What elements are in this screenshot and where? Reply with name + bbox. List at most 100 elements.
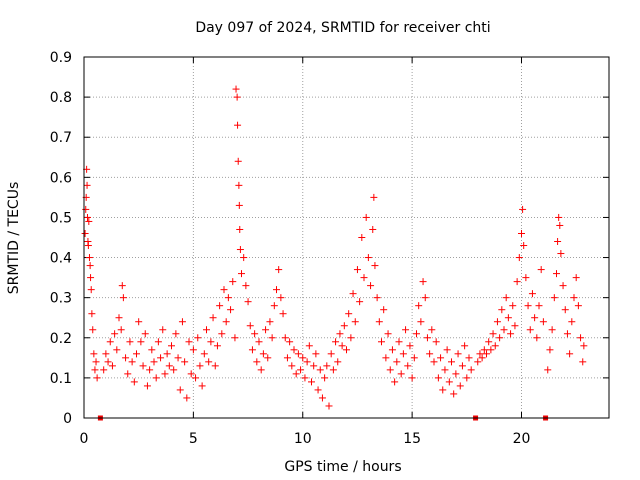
- data-point: [419, 278, 427, 286]
- data-point: [286, 338, 294, 346]
- data-point: [384, 330, 392, 338]
- data-point: [509, 302, 517, 310]
- data-point: [458, 362, 466, 370]
- axis-ticks: 0 0.1 0.2 0.3 0.4 0.5 0.6 0.7 0.8 0.9 0 5 10 15 20: [50, 50, 609, 447]
- data-point: [150, 358, 158, 366]
- data-point: [119, 294, 127, 302]
- data-point: [305, 342, 313, 350]
- y-tick-label: 0.8: [50, 90, 72, 106]
- data-point: [137, 338, 145, 346]
- data-point: [336, 330, 344, 338]
- data-point: [415, 302, 423, 310]
- data-point: [316, 366, 324, 374]
- data-point: [170, 366, 178, 374]
- data-point: [102, 350, 110, 358]
- data-point: [229, 278, 237, 286]
- data-point: [273, 286, 280, 294]
- data-point: [323, 362, 331, 370]
- data-point: [220, 286, 228, 294]
- data-point: [553, 270, 560, 278]
- data-point: [152, 374, 160, 382]
- data-point: [86, 262, 94, 270]
- data-point: [290, 346, 298, 354]
- data-point: [200, 350, 208, 358]
- data-point: [270, 302, 278, 310]
- data-point: [496, 334, 504, 342]
- data-point: [194, 334, 202, 342]
- data-point: [124, 370, 132, 378]
- data-point: [445, 378, 453, 386]
- data-point: [246, 322, 254, 330]
- data-point: [467, 366, 475, 374]
- data-point: [439, 386, 447, 394]
- data-point: [391, 378, 399, 386]
- data-point: [310, 362, 318, 370]
- data-point: [259, 350, 267, 358]
- data-point: [266, 318, 274, 326]
- data-point: [93, 374, 101, 382]
- data-point: [133, 350, 140, 358]
- data-point: [314, 386, 322, 394]
- data-point: [234, 121, 242, 129]
- data-point: [408, 374, 416, 382]
- data-point: [579, 358, 587, 366]
- data-point: [104, 358, 112, 366]
- data-point: [299, 354, 307, 362]
- data-point: [535, 302, 543, 310]
- data-point: [292, 370, 300, 378]
- y-tick-label: 0.9: [50, 50, 72, 66]
- data-point: [87, 274, 95, 282]
- data-point: [489, 330, 497, 338]
- data-point: [493, 318, 501, 326]
- data-point: [531, 314, 539, 322]
- data-point: [183, 394, 191, 402]
- data-point: [498, 306, 506, 314]
- data-point: [500, 326, 508, 334]
- data-point: [139, 362, 147, 370]
- data-point: [115, 314, 123, 322]
- data-point: [255, 338, 263, 346]
- data-point: [358, 234, 366, 241]
- data-point: [232, 85, 240, 93]
- data-point: [557, 250, 565, 258]
- data-point: [519, 205, 527, 213]
- data-point: [375, 318, 383, 326]
- data-point: [231, 334, 239, 342]
- data-point: [234, 157, 242, 165]
- data-point: [507, 330, 515, 338]
- y-axis-label: SRMTID / TECUs: [6, 182, 22, 295]
- data-point: [417, 318, 425, 326]
- data-point: [513, 278, 521, 286]
- data-point: [218, 330, 226, 338]
- data-point: [117, 326, 125, 334]
- data-point: [388, 346, 396, 354]
- data-point: [224, 294, 232, 302]
- data-point: [148, 346, 156, 354]
- data-point: [92, 358, 100, 366]
- data-point: [244, 298, 252, 306]
- data-point: [327, 350, 335, 358]
- data-point: [185, 338, 193, 346]
- data-point: [483, 350, 490, 358]
- data-point: [380, 306, 388, 314]
- y-tick-label: 0.2: [50, 331, 72, 347]
- data-point: [518, 229, 525, 237]
- data-point: [235, 201, 243, 209]
- data-point: [574, 302, 582, 310]
- x-tick-label: 20: [513, 431, 531, 447]
- data-point: [318, 394, 326, 402]
- data-point: [84, 242, 92, 250]
- data-point: [113, 346, 121, 354]
- data-point: [437, 354, 445, 362]
- data-point: [325, 402, 333, 410]
- data-point: [423, 334, 431, 342]
- data-point: [568, 318, 576, 326]
- data-point: [279, 310, 287, 318]
- data-point: [362, 213, 370, 221]
- x-tick-label: 15: [403, 431, 421, 447]
- data-point: [491, 342, 499, 350]
- data-point: [332, 338, 340, 346]
- data-point: [570, 294, 578, 302]
- data-point: [474, 358, 482, 366]
